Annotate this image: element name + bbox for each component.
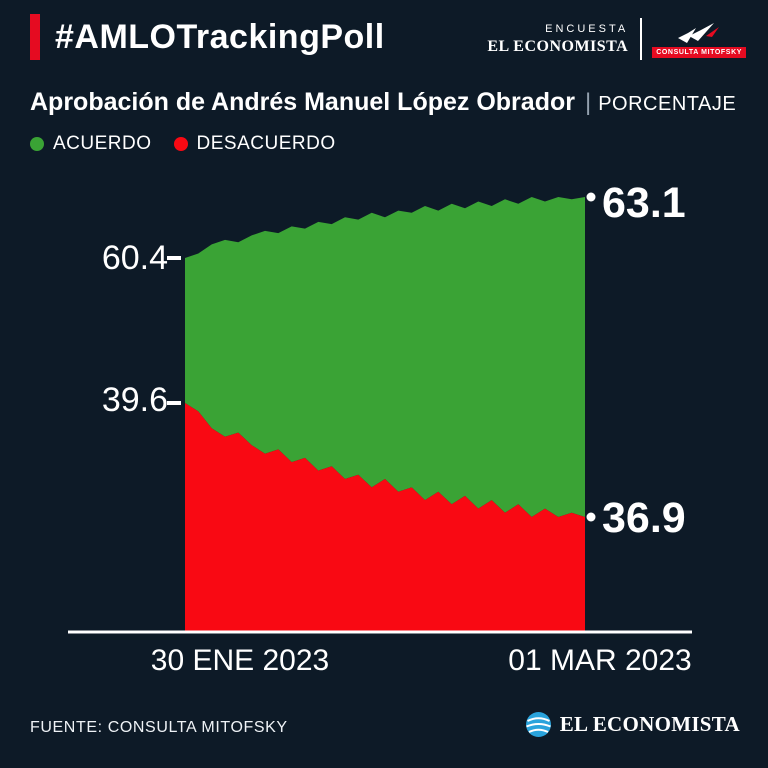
chart-title-row: Aprobación de Andrés Manuel López Obrado… <box>30 88 746 117</box>
desacuerdo-start-tick <box>167 401 181 405</box>
acuerdo-end-marker <box>586 192 596 202</box>
el-economista-wordmark: EL ECONOMISTA <box>487 37 629 55</box>
acuerdo-dot-icon <box>30 137 44 151</box>
title-separator: | <box>584 89 592 116</box>
legend-label-desacuerdo: DESACUERDO <box>196 133 336 154</box>
chart-title: Aprobación de Andrés Manuel López Obrado… <box>30 88 575 116</box>
x-axis-end-label: 01 MAR 2023 <box>508 644 692 677</box>
desacuerdo-end-value: 36.9 <box>602 494 686 542</box>
el-economista-footer-logo: EL ECONOMISTA <box>525 711 740 738</box>
acuerdo-start-value: 60.4 <box>101 239 168 277</box>
hashtag-title: #AMLOTrackingPoll <box>55 18 385 56</box>
area-chart <box>68 192 692 634</box>
desacuerdo-dot-icon <box>173 137 188 151</box>
source-credit: FUENTE: CONSULTA MITOFSKY <box>30 719 288 736</box>
acuerdo-area <box>185 197 585 517</box>
encuesta-label: ENCUESTA <box>545 22 629 35</box>
hashtag-block: #AMLOTrackingPoll <box>30 14 385 60</box>
top-bar: #AMLOTrackingPoll ENCUESTA EL ECONOMISTA… <box>30 14 746 60</box>
desacuerdo-start-value: 39.6 <box>101 381 168 419</box>
accent-bar <box>30 14 40 60</box>
unit-label: PORCENTAJE <box>598 93 737 115</box>
el-economista-brand: ENCUESTA EL ECONOMISTA <box>487 23 628 56</box>
legend-label-acuerdo: ACUERDO <box>53 133 152 154</box>
legend: ACUERDO DESACUERDO <box>30 133 358 155</box>
brand-divider <box>640 18 643 60</box>
el-economista-globe-icon <box>525 712 551 737</box>
el-economista-footer-wordmark: EL ECONOMISTA <box>559 712 740 736</box>
acuerdo-start-tick <box>167 256 181 260</box>
mitofsky-logo: CONSULTA MITOFSKY <box>652 21 746 58</box>
mitofsky-bird-icon <box>678 22 720 43</box>
x-axis-start-label: 30 ENE 2023 <box>150 644 330 677</box>
brand-block: ENCUESTA EL ECONOMISTA CONSULTA MITOFSKY <box>487 18 746 60</box>
desacuerdo-area <box>185 403 585 632</box>
acuerdo-end-value: 63.1 <box>602 179 686 227</box>
mitofsky-wordmark: CONSULTA MITOFSKY <box>652 46 746 58</box>
desacuerdo-end-marker <box>586 512 596 522</box>
